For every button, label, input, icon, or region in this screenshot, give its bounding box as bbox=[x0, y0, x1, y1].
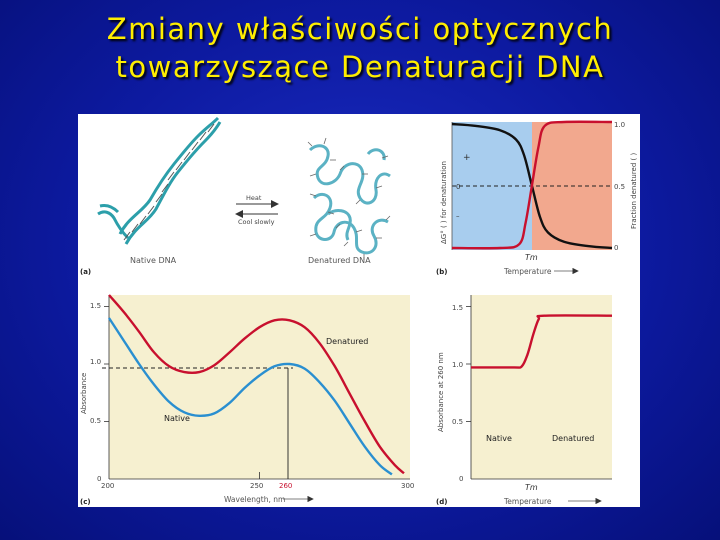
d-ylabel: Absorbance at 260 nm bbox=[437, 352, 445, 432]
right-tick-05: 0.5 bbox=[614, 183, 625, 191]
left-tick-zero: 0 bbox=[456, 183, 460, 191]
c-ylabel: Absorbance bbox=[80, 373, 88, 414]
c-xlabel: Wavelength, nm bbox=[224, 495, 285, 504]
panel-d-plot-area bbox=[471, 295, 612, 479]
right-tick-0: 0 bbox=[614, 244, 618, 252]
denatured-dna-illustration bbox=[308, 144, 391, 255]
heat-label: Heat bbox=[246, 194, 262, 202]
c-xtick-200: 200 bbox=[101, 482, 114, 490]
slide-title: Zmiany właściwości optycznych towarzyszą… bbox=[0, 10, 720, 86]
panel-a-tag: (a) bbox=[80, 268, 91, 276]
cool-slowly-label: Cool slowly bbox=[238, 218, 275, 226]
panel-b: + 0 – 1.0 0.5 0 ΔG° ( ) for denaturation… bbox=[436, 120, 638, 276]
d-native-label: Native bbox=[486, 434, 512, 443]
panel-d: Native Denatured 1.5 1.0 0.5 0 Tm Absorb… bbox=[436, 295, 613, 506]
panel-d-ticks bbox=[466, 306, 471, 422]
denatured-dna-bases bbox=[307, 137, 391, 260]
panel-c-ticks bbox=[104, 306, 260, 479]
panel-b-tag: (b) bbox=[436, 268, 447, 276]
dna-denaturation-figure: Native DNA Heat Cool slowly Denatured DN… bbox=[78, 114, 640, 507]
denatured-curve-label: Denatured bbox=[326, 337, 368, 346]
figure-svg: Native DNA Heat Cool slowly Denatured DN… bbox=[80, 116, 638, 506]
d-ytick-05: 0.5 bbox=[452, 418, 463, 426]
fraction-denatured-curve bbox=[451, 120, 613, 250]
d-ytick-10: 1.0 bbox=[452, 361, 463, 369]
title-line-2: towarzyszące Denaturacji DNA bbox=[115, 50, 605, 84]
right-tick-1: 1.0 bbox=[614, 121, 625, 129]
denatured-absorbance-curve bbox=[108, 294, 405, 475]
heat-cool-arrows bbox=[235, 200, 279, 218]
c-ytick-15: 1.5 bbox=[90, 302, 101, 310]
native-absorbance-curve bbox=[107, 317, 393, 476]
left-tick-minus: – bbox=[456, 212, 460, 220]
panel-c-curves bbox=[107, 294, 405, 476]
panel-a: Native DNA Heat Cool slowly Denatured DN… bbox=[80, 116, 391, 276]
panel-c: Denatured Native 1.5 1.0 0.5 0 200 250 2… bbox=[80, 294, 414, 506]
tm-label-d: Tm bbox=[525, 483, 538, 492]
panel-c-plot-area bbox=[109, 295, 410, 479]
d-ytick-15: 1.5 bbox=[452, 304, 463, 312]
c-ytick-10: 1.0 bbox=[90, 358, 101, 366]
c-xtick-300: 300 bbox=[401, 482, 414, 490]
native-curve-label: Native bbox=[164, 414, 190, 423]
absorbance-vs-temperature-curve bbox=[470, 314, 613, 369]
panel-b-curves bbox=[451, 120, 613, 250]
d-ytick-0: 0 bbox=[459, 475, 463, 483]
c-ytick-05: 0.5 bbox=[90, 417, 101, 425]
panel-b-xlabel: Temperature bbox=[503, 267, 552, 276]
native-dna-helix-illustration bbox=[97, 116, 222, 245]
panel-c-tag: (c) bbox=[80, 498, 91, 506]
c-ytick-0: 0 bbox=[97, 475, 101, 483]
d-xlabel: Temperature bbox=[503, 497, 552, 506]
panel-d-curves bbox=[470, 314, 613, 369]
tm-label-b: Tm bbox=[525, 253, 538, 262]
c-xtick-250: 250 bbox=[250, 482, 263, 490]
panel-d-tag: (d) bbox=[436, 498, 447, 506]
native-dna-label: Native DNA bbox=[130, 256, 177, 265]
title-line-1: Zmiany właściwości optycznych bbox=[106, 12, 614, 46]
left-tick-plus: + bbox=[463, 153, 471, 163]
c-xtick-260: 260 bbox=[279, 482, 292, 490]
left-axis-label: ΔG° ( ) for denaturation bbox=[440, 161, 448, 244]
denatured-dna-label: Denatured DNA bbox=[308, 256, 371, 265]
d-denatured-label: Denatured bbox=[552, 434, 594, 443]
right-axis-label: Fraction denatured ( ) bbox=[630, 153, 638, 229]
native-region bbox=[452, 122, 532, 250]
